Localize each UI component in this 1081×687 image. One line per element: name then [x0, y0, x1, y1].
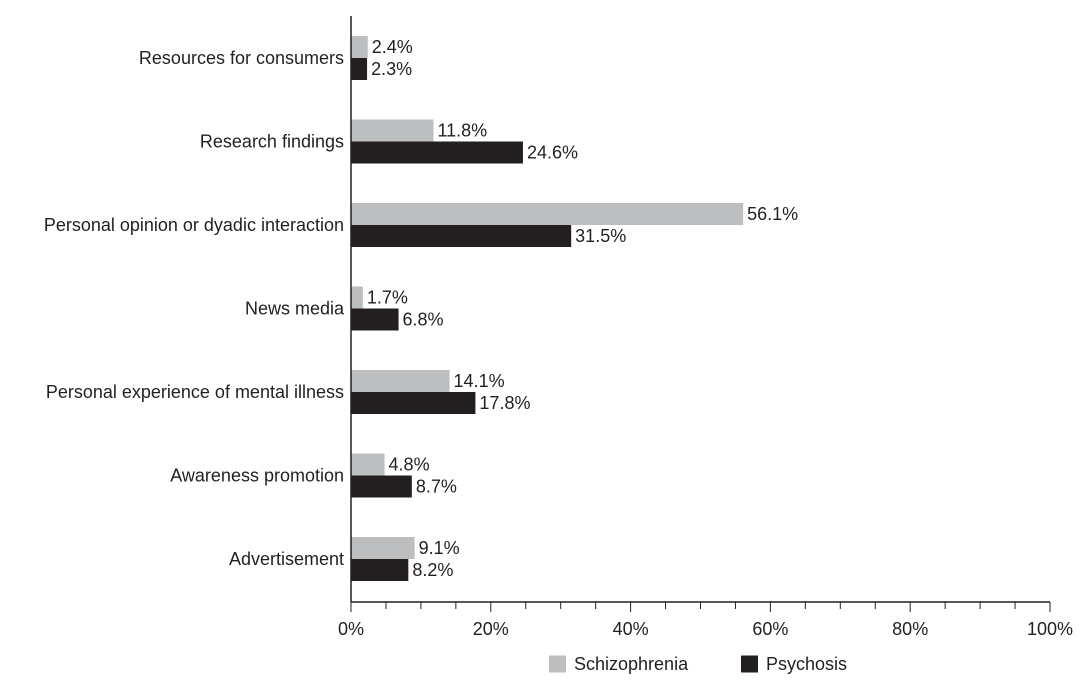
data-label: 4.8%	[389, 455, 430, 475]
bar-psychosis	[351, 559, 409, 581]
labels-layer: Resources for consumers 2.4%2.3% Research …	[44, 37, 798, 580]
x-tick-label: 80%	[892, 619, 928, 639]
bar-schizophrenia	[351, 119, 434, 142]
legend-label-psychosis: Psychosis	[766, 654, 847, 674]
x-tick-label: 0%	[338, 619, 364, 639]
bar-psychosis	[351, 308, 399, 331]
bar-psychosis	[351, 475, 412, 498]
category-label: Resources for consumers	[139, 48, 344, 68]
data-label: 2.4%	[372, 37, 413, 57]
bar-psychosis	[351, 141, 523, 164]
data-label: 8.7%	[416, 477, 457, 497]
data-label: 11.8%	[437, 121, 487, 141]
data-label: 1.7%	[367, 288, 408, 308]
data-label: 17.8%	[479, 393, 530, 413]
bar-schizophrenia	[351, 453, 385, 476]
legend-swatch-psychosis	[741, 655, 758, 673]
bar-schizophrenia	[351, 286, 363, 309]
bars-layer	[351, 36, 744, 581]
x-tick-label: 60%	[752, 619, 788, 639]
bar-schizophrenia	[351, 370, 450, 392]
x-tick-label: 100%	[1027, 619, 1073, 639]
x-tick-label: 40%	[613, 619, 649, 639]
bar-psychosis	[351, 58, 368, 80]
data-label: 31.5%	[575, 226, 626, 246]
bar-schizophrenia	[351, 36, 368, 58]
data-label: 6.8%	[403, 310, 444, 330]
x-tick-label: 20%	[473, 619, 509, 639]
category-label: Advertisement	[229, 549, 344, 569]
bar-schizophrenia	[351, 203, 744, 225]
legend: Schizophrenia Psychosis	[549, 654, 847, 674]
bar-psychosis	[351, 392, 476, 414]
data-label: 9.1%	[419, 538, 460, 558]
category-label: Personal experience of mental illness	[46, 382, 344, 402]
legend-label-schizophrenia: Schizophrenia	[574, 654, 689, 674]
category-label: Research findings	[200, 132, 344, 152]
category-label: Personal opinion or dyadic interaction	[44, 215, 344, 235]
data-label: 8.2%	[412, 560, 453, 580]
data-label: 24.6%	[527, 143, 578, 163]
data-label: 14.1%	[454, 371, 505, 391]
data-label: 56.1%	[747, 204, 798, 224]
bar-psychosis	[351, 225, 572, 247]
data-label: 2.3%	[371, 59, 412, 79]
legend-swatch-schizophrenia	[549, 655, 566, 673]
category-label: News media	[245, 299, 345, 319]
bar-schizophrenia	[351, 537, 415, 559]
axes-layer: 0% 20% 40% 60% 80% 100%	[338, 16, 1073, 639]
category-label: Awareness promotion	[170, 466, 344, 486]
